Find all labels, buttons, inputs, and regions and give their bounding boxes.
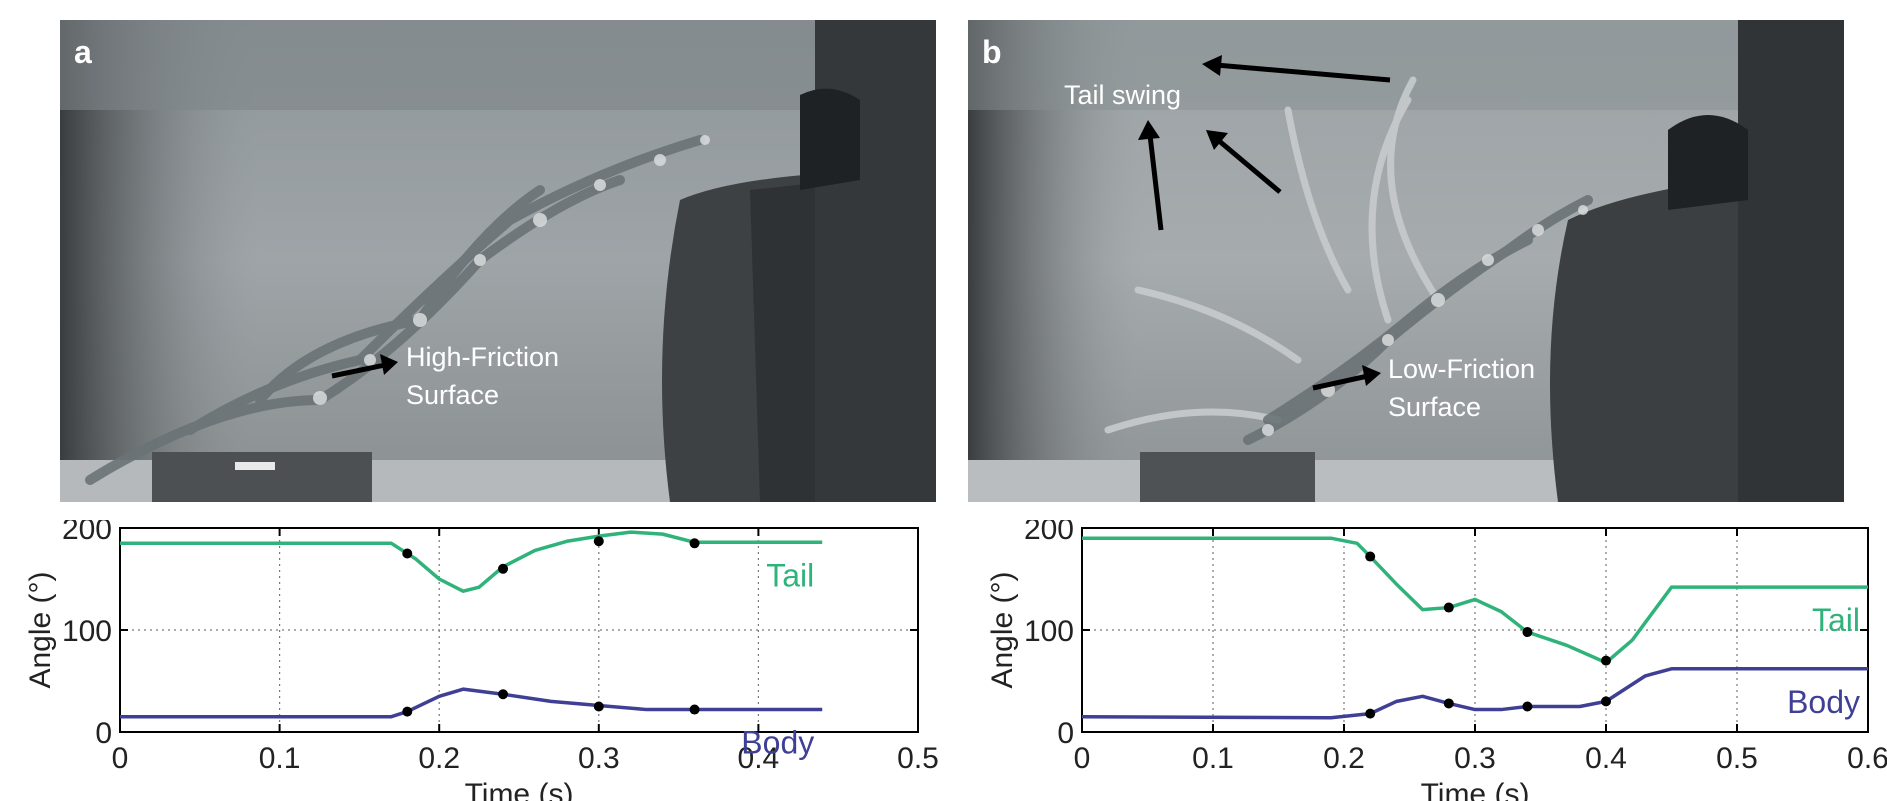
panel-letter-a: a bbox=[74, 34, 92, 70]
photo-a-illustration bbox=[60, 20, 936, 502]
angle-chart-b: 0 0.1 0.2 0.3 0.4 0.5 0.6 0 100 200 Time (s) Angle … bbox=[986, 520, 1887, 801]
x-tick-label: 0.5 bbox=[897, 742, 939, 775]
surface-label-b-line2: Surface bbox=[1388, 392, 1482, 422]
data-point-marker bbox=[1522, 701, 1533, 712]
data-point-marker bbox=[1365, 708, 1376, 719]
data-point-marker bbox=[402, 548, 413, 559]
data-point-marker bbox=[1443, 698, 1454, 709]
surface-label-a-line2: Surface bbox=[406, 380, 500, 410]
series-line-tail bbox=[120, 530, 823, 593]
surface-label-b-line1: Low-Friction bbox=[1388, 354, 1536, 384]
data-point-marker bbox=[1601, 696, 1611, 707]
data-point-marker bbox=[689, 538, 700, 549]
y-axis-label: Angle (°) bbox=[986, 571, 1019, 688]
series-label-tail: Tail bbox=[1812, 602, 1860, 638]
data-point-marker bbox=[689, 704, 700, 715]
x-tick-label: 0.1 bbox=[1192, 742, 1234, 775]
x-tick-label: 0.6 bbox=[1847, 742, 1887, 775]
angle-chart-a: 0 0.1 0.2 0.3 0.4 0.5 0 100 200 Time (s) Angle (°)… bbox=[24, 520, 939, 801]
data-point-marker bbox=[1522, 627, 1533, 638]
data-point-marker bbox=[593, 701, 604, 712]
series-line-body bbox=[120, 687, 823, 719]
series-line-tail bbox=[1082, 536, 1868, 665]
x-tick-label: 0.4 bbox=[1585, 742, 1627, 775]
data-point-marker bbox=[1365, 551, 1376, 562]
data-point-marker bbox=[1601, 655, 1611, 666]
panel-letter-b: b bbox=[982, 34, 1002, 70]
data-point-marker bbox=[593, 536, 604, 547]
series-label-tail: Tail bbox=[766, 557, 814, 593]
x-axis-label: Time (s) bbox=[465, 778, 574, 801]
x-tick-label: 0.3 bbox=[1454, 742, 1496, 775]
series-label-body: Body bbox=[1787, 684, 1860, 720]
y-axis-label: Angle (°) bbox=[24, 571, 57, 688]
y-tick-label: 200 bbox=[1024, 520, 1074, 546]
x-axis-label: Time (s) bbox=[1421, 778, 1530, 801]
x-tick-label: 0.1 bbox=[259, 742, 301, 775]
y-tick-label: 0 bbox=[1057, 717, 1074, 750]
photo-panel-a: a High-Friction Surface bbox=[60, 20, 936, 502]
data-point-marker bbox=[402, 706, 413, 717]
x-tick-label: 0.5 bbox=[1716, 742, 1758, 775]
photo-b-illustration bbox=[968, 20, 1844, 502]
x-tick-label: 0 bbox=[1074, 742, 1091, 775]
y-tick-label: 200 bbox=[62, 520, 112, 546]
series-label-body: Body bbox=[741, 725, 814, 761]
y-tick-label: 0 bbox=[95, 717, 112, 750]
surface-label-a-line1: High-Friction bbox=[406, 342, 560, 372]
y-tick-label: 100 bbox=[1024, 615, 1074, 648]
y-tick-label: 100 bbox=[62, 615, 112, 648]
photo-panel-b: b Tail swing Low-Friction Surface bbox=[968, 20, 1844, 502]
surface-label-a: High-Friction Surface bbox=[406, 338, 559, 414]
data-point-marker bbox=[498, 689, 509, 700]
series-line-body bbox=[1081, 667, 1868, 720]
surface-label-b: Low-Friction Surface bbox=[1388, 350, 1535, 426]
x-tick-label: 0.2 bbox=[1323, 742, 1365, 775]
data-point-marker bbox=[498, 563, 509, 574]
x-tick-label: 0.3 bbox=[578, 742, 620, 775]
x-tick-label: 0.4 bbox=[738, 742, 780, 775]
tail-swing-label: Tail swing bbox=[1064, 80, 1182, 110]
data-point-marker bbox=[1443, 602, 1454, 613]
x-tick-label: 0.2 bbox=[418, 742, 460, 775]
x-tick-label: 0 bbox=[112, 742, 129, 775]
